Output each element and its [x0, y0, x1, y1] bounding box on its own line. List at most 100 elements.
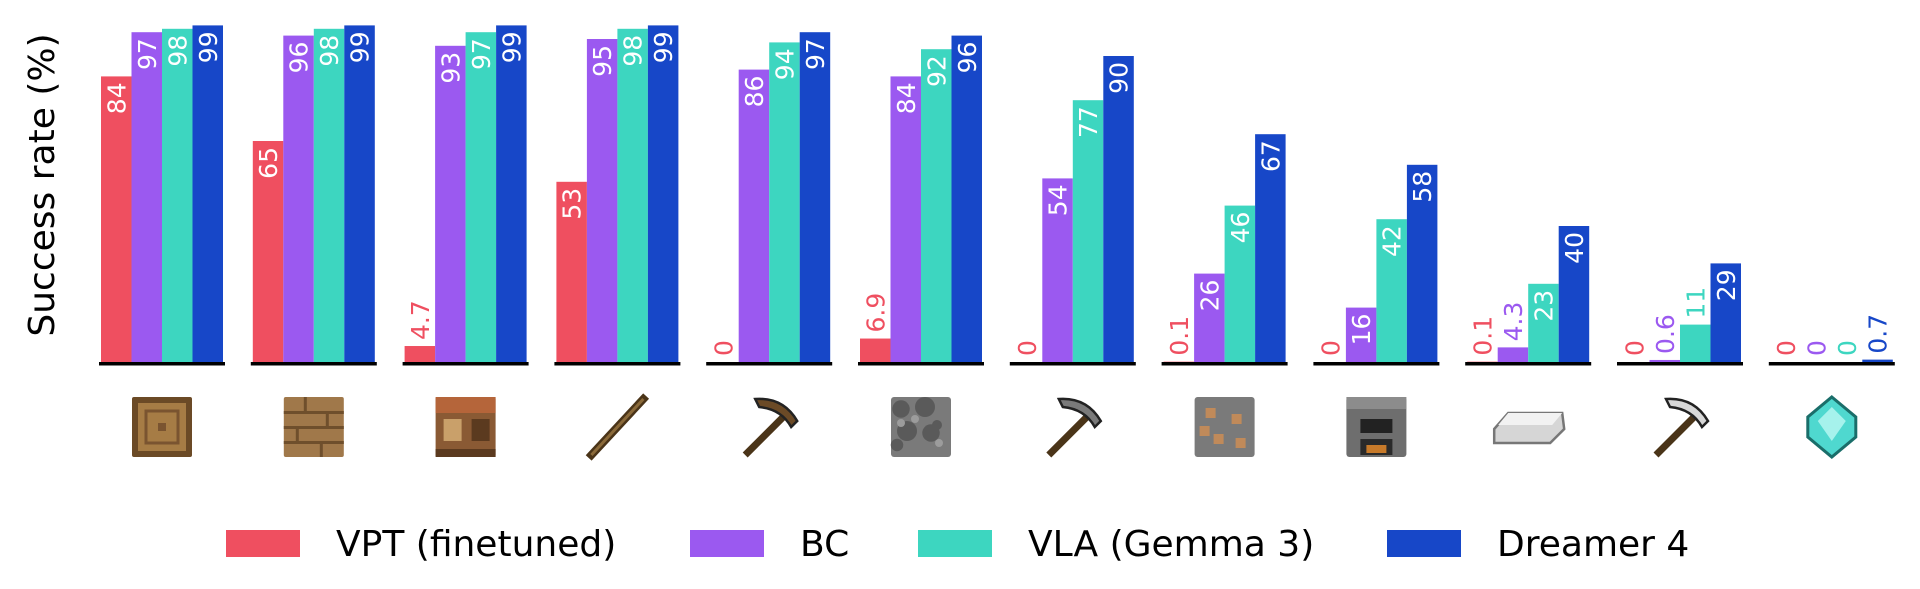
- bar-value-label: 65: [254, 147, 283, 179]
- bar: [1255, 134, 1286, 362]
- legend-swatch: [918, 530, 992, 557]
- legend-swatch: [690, 530, 764, 557]
- group-baseline: [1768, 362, 1895, 366]
- bar: [890, 76, 921, 363]
- bar: [435, 45, 466, 363]
- bar: [1528, 283, 1559, 362]
- bar-value-label: 96: [285, 42, 314, 74]
- group-baseline: [1465, 362, 1592, 366]
- legend-swatch: [226, 530, 300, 557]
- bar: [647, 25, 679, 363]
- bar-value-label: 0: [1317, 340, 1346, 356]
- group-baseline: [554, 362, 681, 366]
- stone-pickaxe-icon: [1046, 397, 1103, 458]
- bar-value-label: 84: [102, 82, 131, 114]
- bar: [1680, 324, 1711, 362]
- bar-value-label: 98: [619, 35, 648, 67]
- legend-swatch: [1387, 530, 1461, 557]
- bar: [586, 39, 618, 362]
- bar: [344, 25, 375, 363]
- bar-value-label: 46: [1226, 212, 1255, 244]
- legend-label: VLA (Gemma 3): [1028, 524, 1314, 565]
- bar: [1042, 178, 1073, 362]
- bar-value-label: 0.6: [1651, 314, 1680, 354]
- bar: [1376, 219, 1407, 362]
- legend-label: VPT (finetuned): [336, 524, 616, 565]
- log-icon: [132, 397, 192, 457]
- bar-value-label: 0.1: [1165, 316, 1194, 356]
- y-axis-label: Success rate (%): [22, 33, 63, 336]
- bar: [1558, 226, 1590, 362]
- bar: [131, 32, 162, 362]
- bar: [1710, 263, 1741, 362]
- bar: [1649, 359, 1680, 362]
- legend: VPT (finetuned) BC VLA (Gemma 3) Dreamer 4: [226, 524, 1689, 565]
- bar-value-label: 4.3: [1499, 302, 1528, 342]
- bar-value-label: 0: [1803, 340, 1832, 356]
- bar-value-label: 99: [497, 31, 526, 63]
- bar-value-label: 16: [1347, 314, 1376, 346]
- bar-value-label: 92: [922, 55, 951, 87]
- bar-value-label: 23: [1529, 290, 1558, 322]
- bar-value-label: 99: [649, 31, 678, 63]
- bar-value-label: 84: [892, 82, 921, 114]
- bar-value-label: 95: [588, 45, 617, 77]
- bar: [1406, 164, 1438, 362]
- bar: [192, 25, 223, 363]
- bar-value-label: 0: [709, 340, 738, 356]
- legend-label: Dreamer 4: [1497, 524, 1689, 565]
- bar-value-label: 96: [953, 42, 982, 74]
- bar: [101, 76, 132, 363]
- bar-value-label: 67: [1256, 140, 1285, 172]
- bar: [1497, 347, 1529, 362]
- bar: [738, 69, 770, 362]
- diamond-icon: [1806, 395, 1858, 459]
- bar-value-label: 26: [1195, 280, 1224, 312]
- bar-value-label: 0.7: [1864, 314, 1893, 354]
- bar-value-label: 97: [801, 38, 830, 70]
- bar-value-label: 0.1: [1468, 316, 1497, 356]
- bar: [252, 141, 284, 362]
- bar-value-label: 40: [1560, 232, 1589, 264]
- group-baseline: [1009, 362, 1136, 366]
- wooden-pickaxe-icon: [742, 397, 799, 458]
- bar-value-label: 94: [770, 48, 799, 80]
- bar-value-label: 42: [1378, 225, 1407, 257]
- bar-value-label: 0: [1620, 340, 1649, 356]
- planks-icon: [283, 397, 344, 457]
- bar-value-label: 0: [1013, 340, 1042, 356]
- iron-pickaxe-icon: [1653, 397, 1710, 458]
- bar: [313, 28, 345, 363]
- group-baseline: [1313, 362, 1440, 366]
- bar: [1224, 205, 1256, 362]
- category-icons: [132, 393, 1858, 461]
- stick-icon: [585, 393, 650, 461]
- bar-value-label: 29: [1712, 269, 1741, 301]
- bar: [556, 181, 587, 362]
- bar: [465, 32, 497, 362]
- bar-value-label: 11: [1681, 287, 1710, 319]
- bar-value-label: 97: [133, 38, 162, 70]
- bar-value-label: 90: [1105, 62, 1134, 94]
- bar-value-label: 86: [740, 76, 769, 108]
- group-baseline: [706, 362, 833, 366]
- bar-value-label: 58: [1408, 171, 1437, 203]
- furnace-icon: [1346, 397, 1407, 457]
- bar: [283, 35, 314, 362]
- bar: [1862, 359, 1893, 362]
- bar-value-label: 4.7: [406, 300, 435, 340]
- bar: [1072, 100, 1104, 362]
- bar: [799, 32, 831, 362]
- bar-value-label: 93: [436, 52, 465, 84]
- group-baseline: [250, 362, 377, 366]
- bar: [162, 28, 193, 363]
- bar: [951, 35, 982, 362]
- bar-value-label: 0: [1833, 340, 1862, 356]
- bar: [1194, 273, 1225, 362]
- bar: [496, 25, 527, 363]
- group-baseline: [402, 362, 529, 366]
- bar: [1345, 307, 1377, 362]
- cobblestone-icon: [890, 397, 951, 457]
